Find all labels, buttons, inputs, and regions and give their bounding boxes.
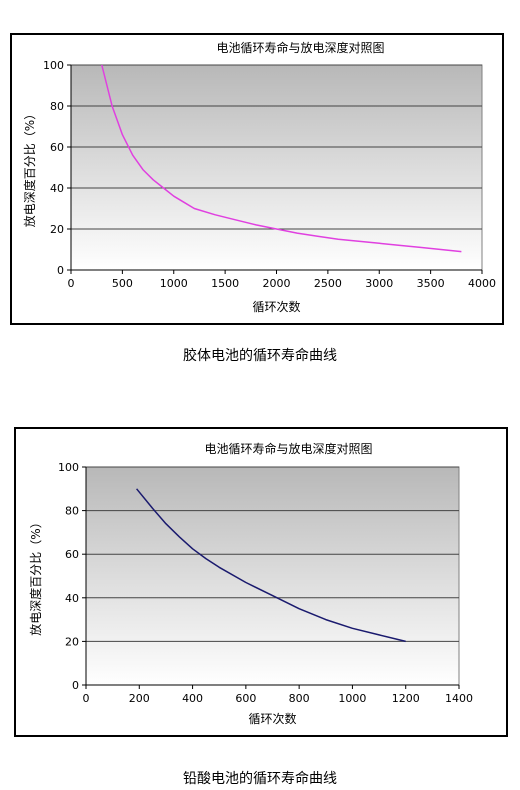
y-tick-label: 0 — [72, 679, 79, 692]
y-axis-label: 放电深度百分比（%） — [22, 108, 37, 227]
x-tick-label: 1000 — [338, 692, 366, 705]
x-tick-label: 0 — [68, 277, 75, 290]
x-axis-label: 循环次数 — [252, 299, 300, 314]
y-axis-label: 放电深度百分比（%） — [28, 516, 43, 635]
y-tick-label: 100 — [58, 461, 79, 474]
x-tick-label: 4000 — [468, 277, 496, 290]
series-line — [136, 488, 406, 643]
chart-title: 电池循环寿命与放电深度对照图 — [204, 441, 372, 456]
x-tick-label: 0 — [83, 692, 90, 705]
x-tick-label: 1500 — [211, 277, 239, 290]
caption-lead-acid-battery: 铅酸电池的循环寿命曲线 — [183, 771, 337, 787]
x-tick-label: 2000 — [263, 277, 291, 290]
x-tick-label: 3500 — [417, 277, 445, 290]
x-tick-label: 2500 — [314, 277, 342, 290]
y-tick-label: 80 — [65, 505, 79, 518]
plot-area — [85, 466, 460, 686]
x-tick-label: 1000 — [160, 277, 188, 290]
chart-lead-acid-battery: 0 20 40 60 80 100 0 200 400 600 800 1000 1200 1400 电池循… — [14, 427, 508, 737]
y-tick-label: 60 — [65, 548, 79, 561]
y-tick-label: 0 — [57, 264, 64, 277]
x-tick-label: 1200 — [392, 692, 420, 705]
series-line — [101, 64, 462, 253]
chart-title: 电池循环寿命与放电深度对照图 — [216, 40, 384, 55]
x-tick-label: 600 — [235, 692, 256, 705]
x-tick-label: 200 — [129, 692, 150, 705]
caption-gel-battery: 胶体电池的循环寿命曲线 — [183, 348, 337, 364]
y-tick-label: 80 — [50, 100, 64, 113]
x-tick-label: 500 — [112, 277, 133, 290]
y-tick-label: 20 — [65, 635, 79, 648]
y-tick-label: 60 — [50, 141, 64, 154]
y-tick-label: 40 — [65, 592, 79, 605]
plot-area — [70, 64, 483, 271]
y-tick-label: 100 — [43, 59, 64, 72]
chart-gel-battery: 0 20 40 60 80 100 0 500 1000 1500 2000 2500 3000 3500… — [10, 33, 504, 325]
x-tick-label: 3000 — [365, 277, 393, 290]
x-axis-label: 循环次数 — [248, 711, 296, 726]
y-tick-label: 20 — [50, 223, 64, 236]
x-tick-label: 400 — [182, 692, 203, 705]
x-tick-label: 1400 — [445, 692, 473, 705]
y-tick-label: 40 — [50, 182, 64, 195]
x-tick-label: 800 — [289, 692, 310, 705]
